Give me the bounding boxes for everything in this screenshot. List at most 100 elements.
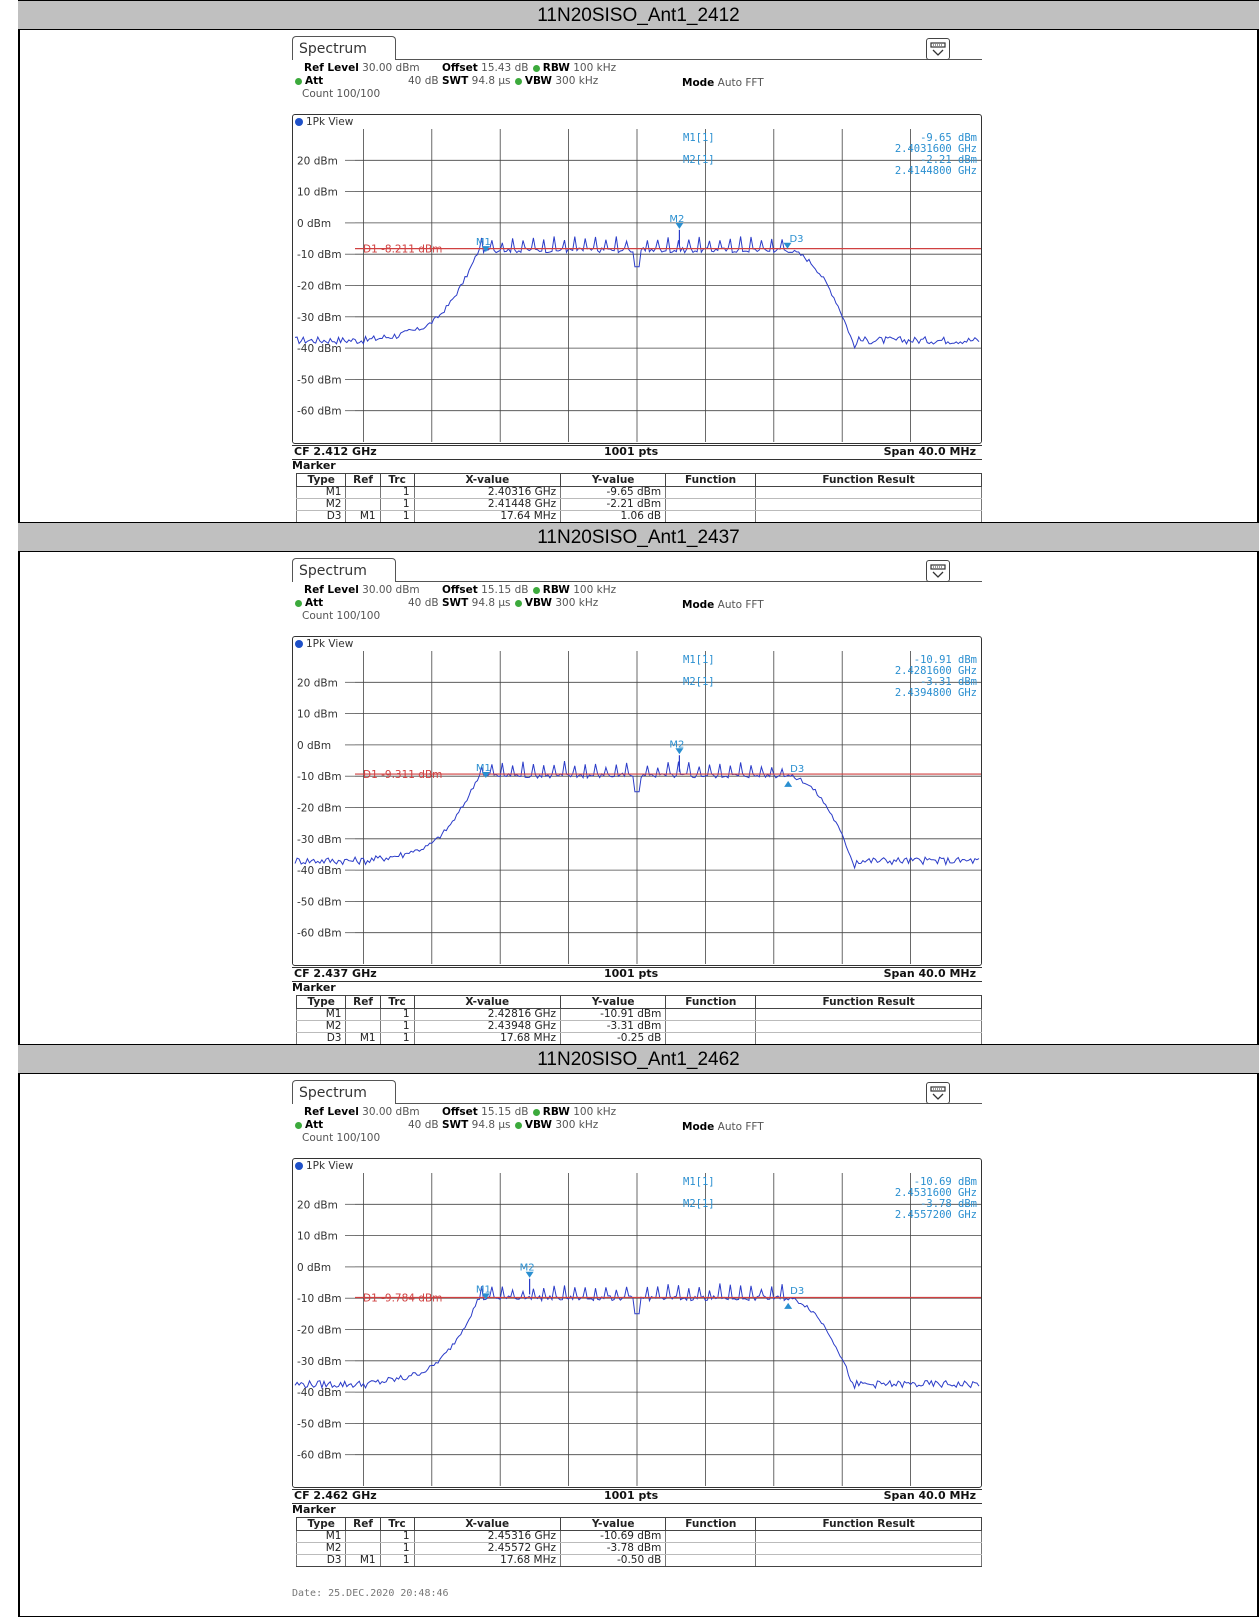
expand-icon[interactable]: [926, 560, 950, 582]
table-cell: [345, 1542, 381, 1555]
marker-d3-icon[interactable]: [784, 780, 793, 787]
table-row[interactable]: D3 M1 1 17.64 MHz 1.06 dB: [295, 510, 982, 523]
marker-m2-icon[interactable]: [675, 222, 684, 229]
marker-m1-icon[interactable]: [481, 246, 490, 253]
readout-level: -10.91 dBm: [914, 654, 977, 666]
coupled-indicator-icon: [295, 599, 302, 607]
rbw-label: RBW: [542, 584, 570, 596]
trace-line: [294, 236, 980, 350]
points-count: 1001 pts: [604, 967, 659, 980]
table-row[interactable]: M1 1 2.45316 GHz -10.69 dBm: [295, 1530, 982, 1543]
readout-marker-name: M2[1]: [683, 676, 715, 688]
column-header: Function: [665, 473, 757, 487]
coupled-indicator-icon: [295, 77, 302, 85]
table-row[interactable]: M2 1 2.43948 GHz -3.31 dBm: [295, 1020, 982, 1033]
table-cell: -0.25 dB: [560, 1032, 667, 1045]
y-tick-label: 0 dBm: [297, 218, 331, 230]
table-row[interactable]: M1 1 2.42816 GHz -10.91 dBm: [295, 1008, 982, 1021]
table-cell: 1: [379, 1008, 415, 1021]
span-value: Span 40.0 MHz: [883, 445, 976, 458]
table-cell: [345, 1008, 381, 1021]
column-header: Ref: [345, 995, 381, 1009]
swt-label: SWT: [442, 597, 469, 609]
y-tick-label: -20 dBm: [297, 281, 342, 293]
offset-value: 15.15 dB: [481, 1106, 529, 1118]
table-row[interactable]: M2 1 2.41448 GHz -2.21 dBm: [295, 498, 982, 511]
marker-d3-icon[interactable]: [783, 242, 792, 249]
tab-spectrum[interactable]: Spectrum: [292, 558, 396, 582]
marker-label: M1: [476, 237, 491, 248]
coupled-indicator-icon: [514, 1121, 522, 1129]
mode-label: Mode: [682, 599, 715, 611]
coupled-indicator-icon: [295, 1121, 302, 1129]
swt-label: SWT: [442, 1119, 469, 1131]
swt-value: 94.8 µs: [471, 75, 511, 87]
ref-level-value: 30.00 dBm: [362, 1106, 420, 1118]
spectrum-plot[interactable]: 20 dBm 10 dBm 0 dBm -10 dBm -20 dBm -30 dBm -4…: [293, 651, 981, 964]
marker-m1-icon[interactable]: [481, 772, 490, 779]
column-header: Function: [665, 1517, 757, 1531]
expand-icon[interactable]: [926, 38, 950, 60]
table-row[interactable]: M1 1 2.40316 GHz -9.65 dBm: [295, 486, 982, 499]
table-row[interactable]: D3 M1 1 17.68 MHz -0.50 dB: [295, 1554, 982, 1567]
table-cell: -9.65 dBm: [560, 486, 667, 499]
marker-table-title: Marker: [292, 981, 336, 994]
rbw-value: 100 kHz: [573, 62, 617, 74]
table-cell: 1: [379, 498, 415, 511]
plot-window: 1Pk View 20 dBm 10 dBm 0 dBm -10 dBm -20 dBm -…: [292, 114, 982, 444]
table-cell: 2.40316 GHz: [413, 486, 562, 499]
table-cell: [755, 1032, 982, 1045]
marker-table: Type Ref Trc X-value Y-value Function Function…: [295, 473, 982, 523]
marker-m2-icon[interactable]: [525, 1271, 534, 1278]
table-cell: D3: [295, 1554, 347, 1567]
marker-m2-icon[interactable]: [675, 748, 684, 755]
table-cell: [755, 1542, 982, 1555]
result-section: 11N20SISO_Ant1_2462 Spectrum Ref Level 30.…: [18, 1044, 1259, 1599]
marker-m1-icon[interactable]: [481, 1293, 490, 1300]
ref-level-label: Ref Level: [304, 1106, 359, 1118]
marker-label: M2: [520, 1263, 535, 1274]
table-cell: M1: [345, 510, 381, 523]
table-cell: -10.91 dBm: [560, 1008, 667, 1021]
view-label: 1Pk View: [306, 1160, 354, 1172]
y-tick-label: -30 dBm: [297, 312, 342, 324]
view-label: 1Pk View: [306, 638, 354, 650]
coupled-indicator-icon: [532, 1108, 540, 1116]
marker-label: D3: [789, 234, 803, 245]
swt-value: 94.8 µs: [471, 597, 511, 609]
marker-label: D3: [790, 764, 804, 775]
tab-divider: [292, 59, 982, 60]
marker-table: Type Ref Trc X-value Y-value Function Function…: [295, 1517, 982, 1567]
plot-window: 1Pk View 20 dBm 10 dBm 0 dBm -10 dBm -20 dBm -…: [292, 636, 982, 966]
offset-label: Offset: [442, 1106, 478, 1118]
spectrum-plot[interactable]: 20 dBm 10 dBm 0 dBm -10 dBm -20 dBm -30 dBm -4…: [293, 1173, 981, 1486]
table-cell: 2.42816 GHz: [413, 1008, 562, 1021]
expand-icon[interactable]: [926, 1082, 950, 1104]
marker-d3-icon[interactable]: [784, 1302, 793, 1309]
column-header: Function: [665, 995, 757, 1009]
trace-indicator-icon: [295, 118, 303, 126]
trace-line: [294, 761, 980, 870]
table-cell: 1.06 dB: [560, 510, 667, 523]
marker-label: M2: [669, 214, 684, 225]
vbw-value: 300 kHz: [555, 1119, 599, 1131]
vbw-value: 300 kHz: [555, 597, 599, 609]
mode-value: Auto FFT: [717, 77, 764, 89]
table-cell: 1: [379, 1020, 415, 1033]
column-header: Trc: [379, 1517, 415, 1531]
tab-spectrum[interactable]: Spectrum: [292, 36, 396, 60]
column-header: Type: [295, 473, 347, 487]
y-tick-label: -10 dBm: [297, 1293, 342, 1305]
mode-label: Mode: [682, 77, 715, 89]
tab-spectrum[interactable]: Spectrum: [292, 1080, 396, 1104]
vbw-label: VBW: [524, 597, 553, 609]
table-cell: M1: [345, 1032, 381, 1045]
y-tick-label: 0 dBm: [297, 740, 331, 752]
spectrum-plot[interactable]: 20 dBm 10 dBm 0 dBm -10 dBm -20 dBm -30 dBm -4…: [293, 129, 981, 442]
y-tick-label: -50 dBm: [297, 1418, 342, 1430]
column-header: Trc: [379, 995, 415, 1009]
table-row[interactable]: M2 1 2.45572 GHz -3.78 dBm: [295, 1542, 982, 1555]
table-row[interactable]: D3 M1 1 17.68 MHz -0.25 dB: [295, 1032, 982, 1045]
y-tick-label: 10 dBm: [297, 1231, 338, 1243]
table-cell: -0.50 dB: [560, 1554, 667, 1567]
